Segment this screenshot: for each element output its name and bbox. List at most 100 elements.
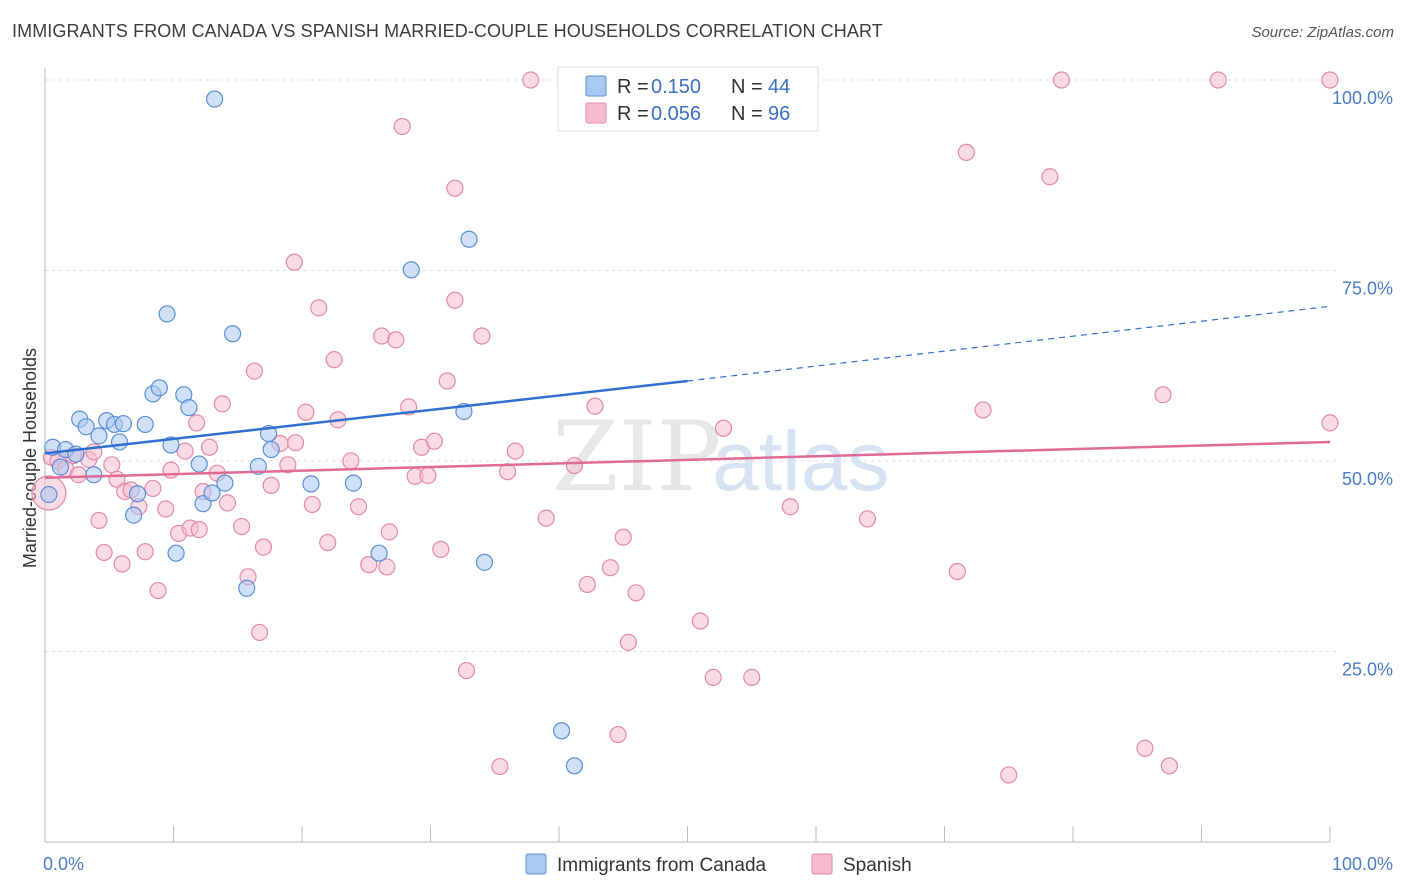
bottom-legend-swatch-canada [525, 853, 547, 875]
spanish-point [781, 498, 799, 516]
spanish-point [578, 575, 596, 594]
canada-point [344, 474, 362, 492]
spanish-point [1052, 71, 1071, 89]
spanish-point [162, 461, 180, 479]
canada-point [85, 466, 103, 484]
spanish-point [419, 466, 437, 485]
spanish-point [858, 510, 877, 528]
spanish-point [425, 432, 443, 450]
spanish-point [245, 362, 264, 380]
spanish-point [188, 414, 206, 432]
legend-n-value-spanish: 96 [768, 103, 790, 125]
trend-line-canada [44, 379, 688, 455]
spanish-point [113, 555, 131, 573]
spanish-point [95, 543, 113, 562]
canada-point [249, 457, 267, 475]
spanish-point [1041, 168, 1059, 186]
spanish-point [233, 517, 251, 536]
spanish-point [948, 562, 966, 581]
grid [45, 79, 1340, 652]
canada-point [114, 415, 132, 433]
spanish-point [1321, 71, 1339, 89]
legend-n-label-canada: N = [731, 76, 763, 98]
trend-line-canada-extension [687, 305, 1331, 382]
spanish-point [349, 498, 368, 516]
canada-point [216, 474, 234, 492]
spanish-point [1160, 757, 1178, 775]
bottom-legend-swatch-spanish [811, 853, 833, 875]
canada-point [475, 553, 494, 571]
spanish-point [743, 668, 761, 687]
spanish-point [286, 434, 305, 452]
spanish-point [619, 633, 637, 651]
legend-r-label-canada: R = [617, 76, 649, 98]
spanish-point [157, 500, 175, 518]
legend-swatch-canada [585, 75, 607, 97]
spanish-point [432, 540, 450, 558]
spanish-point [1209, 71, 1227, 89]
spanish-point [586, 397, 604, 415]
legend-swatch-spanish [585, 102, 607, 124]
spanish-point [457, 661, 476, 680]
legend-r-value-canada: 0.150 [651, 76, 701, 98]
spanish-point [565, 456, 584, 475]
y-tick-label: 100.0% [1332, 88, 1393, 108]
chart-title: IMMIGRANTS FROM CANADA VS SPANISH MARRIE… [12, 21, 883, 41]
x-tick-label-max: 100.0% [1332, 854, 1393, 874]
spanish-point [69, 466, 88, 484]
y-axis-title: Married-couple Households [20, 348, 40, 568]
spanish-point [378, 558, 396, 576]
spanish-point [90, 511, 108, 530]
spanish-point [491, 757, 509, 776]
spanish-point [319, 533, 337, 552]
bottom-legend-label-canada: Immigrants from Canada [557, 855, 767, 876]
trend-line-spanish [44, 440, 1331, 480]
spanish-point [176, 442, 194, 460]
canada-point [40, 485, 58, 504]
y-tick-label: 25.0% [1342, 660, 1393, 680]
legend-n-label-spanish: N = [731, 103, 763, 125]
spanish-point [200, 438, 219, 456]
spanish-point [387, 331, 405, 349]
spanish-point [342, 452, 360, 470]
spanish-point [262, 476, 280, 494]
watermark-zip: ZIP [552, 401, 721, 513]
spanish-point [627, 584, 645, 602]
spanish-point [218, 494, 237, 512]
spanish-point [974, 401, 992, 419]
spanish-point [438, 372, 456, 390]
spanish-point [714, 419, 733, 437]
spanish-point [254, 538, 273, 556]
canada-point [162, 436, 180, 454]
spanish-point [506, 442, 524, 460]
y-tick-labels: 25.0% 50.0% 75.0% 100.0% [1332, 88, 1393, 680]
spanish-point [473, 327, 491, 345]
legend-n-value-canada: 44 [768, 76, 790, 98]
spanish-point [601, 559, 620, 577]
canada-point [180, 399, 198, 417]
spanish-point [380, 523, 398, 541]
spanish-point [250, 623, 269, 642]
spanish-point [360, 556, 378, 574]
x-ticks [44, 826, 1331, 842]
spanish-point [310, 299, 328, 317]
y-tick-label: 50.0% [1342, 469, 1393, 489]
spanish-point [144, 479, 162, 498]
legend-r-value-spanish: 0.056 [651, 103, 701, 125]
spanish-point [297, 403, 315, 421]
canada-point [203, 484, 221, 502]
spanish-point [609, 725, 627, 744]
canada-point [206, 90, 224, 108]
correlation-legend: R = 0.150 N = 44 R = 0.056 N = 96 [557, 66, 819, 132]
spanish-point [149, 581, 167, 600]
spanish-point [1000, 766, 1018, 784]
spanish-point [522, 71, 540, 89]
canada-point [238, 579, 256, 597]
spanish-point [957, 143, 975, 161]
canada-point [125, 506, 143, 524]
spanish-point [285, 253, 303, 271]
source-label: Source: ZipAtlas.com [1251, 24, 1394, 41]
canada-point [90, 427, 108, 445]
spanish-point [190, 520, 208, 539]
